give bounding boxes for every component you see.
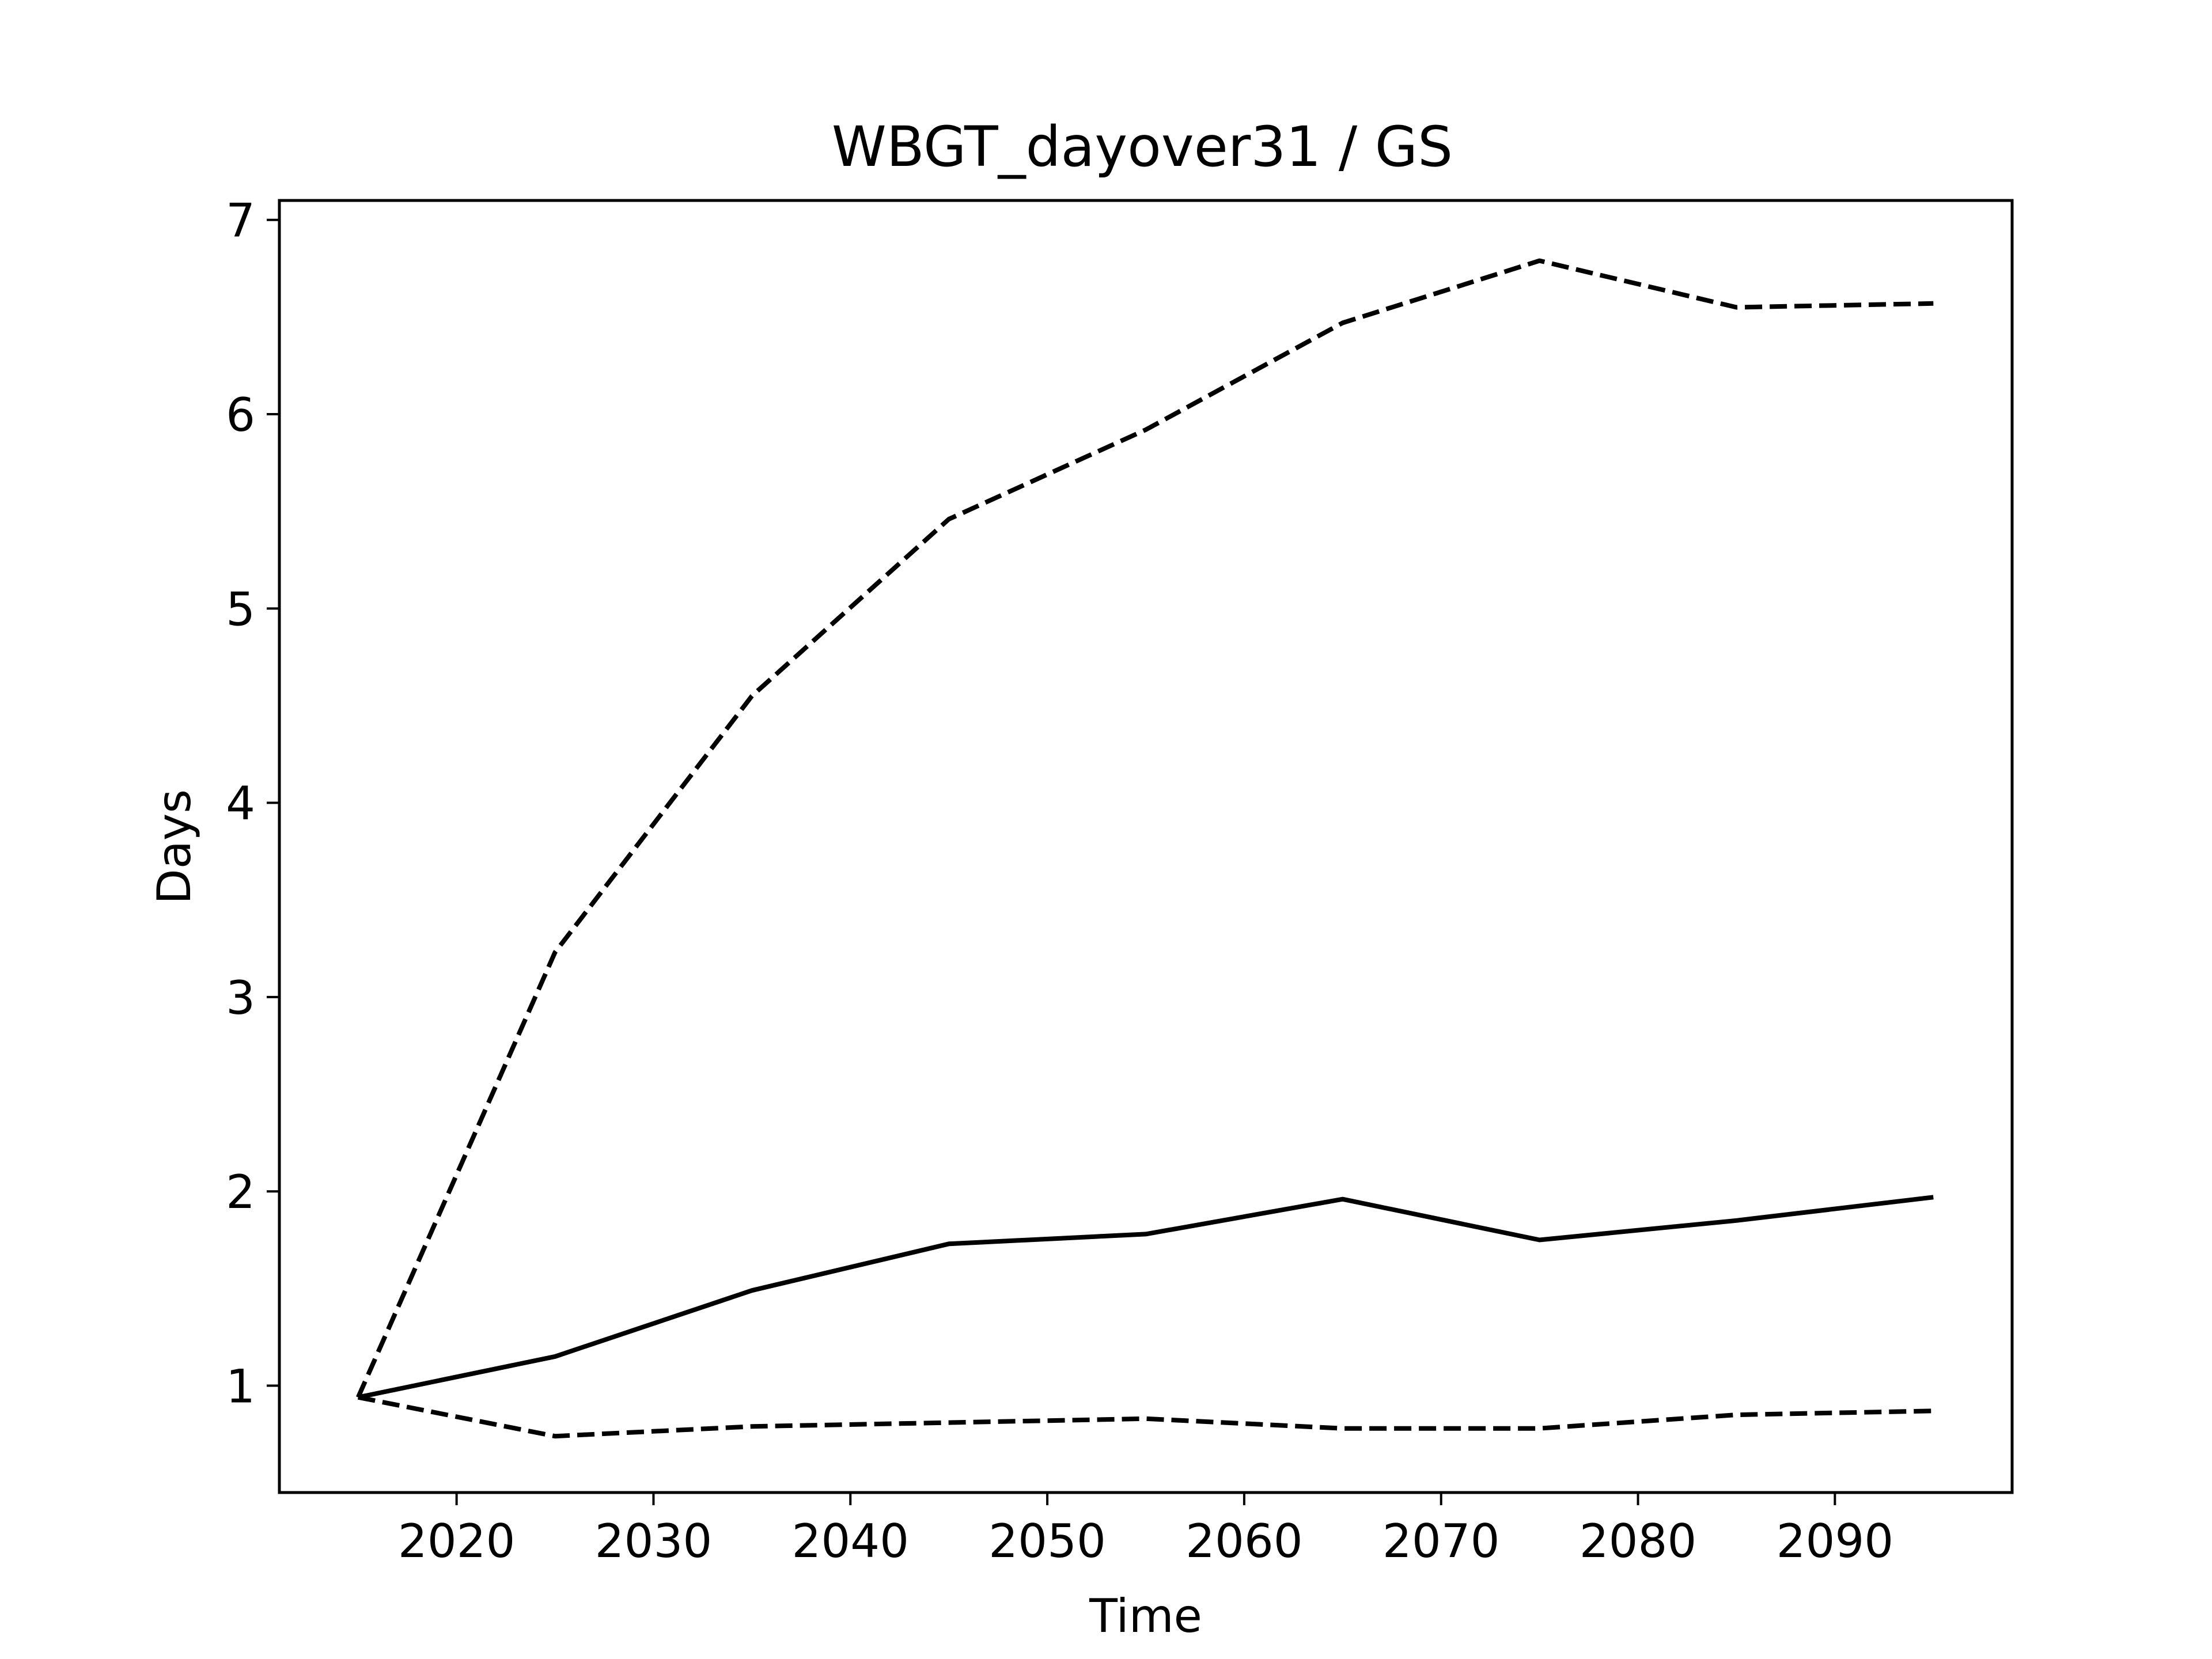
y-tick-label: 4 bbox=[226, 777, 255, 831]
y-tick-label: 6 bbox=[226, 388, 255, 442]
series-line-lower bbox=[357, 1395, 1934, 1439]
y-axis: 1 2 3 4 5 6 7 bbox=[226, 194, 279, 1413]
series-line-median bbox=[357, 1195, 1934, 1400]
x-tick-label: 2020 bbox=[398, 1514, 516, 1568]
chart-title: WBGT_dayover31 / GS bbox=[832, 115, 1453, 179]
series-layer bbox=[356, 258, 1934, 1439]
x-axis: 2020 2030 2040 2050 2060 2070 2080 2090 bbox=[398, 1493, 1893, 1568]
y-tick-label: 3 bbox=[226, 971, 255, 1025]
y-tick-label: 7 bbox=[226, 194, 255, 248]
x-tick-label: 2080 bbox=[1580, 1514, 1697, 1568]
plot-frame bbox=[278, 199, 2014, 1494]
x-tick-label: 2060 bbox=[1185, 1514, 1303, 1568]
x-tick-label: 2070 bbox=[1382, 1514, 1500, 1568]
y-tick-label: 1 bbox=[226, 1359, 255, 1413]
x-tick-label: 2030 bbox=[595, 1514, 713, 1568]
y-axis-label: Days bbox=[147, 789, 201, 904]
x-tick-label: 2050 bbox=[988, 1514, 1106, 1568]
x-axis-label: Time bbox=[1089, 1589, 1202, 1643]
y-tick-label: 5 bbox=[226, 582, 255, 636]
y-tick-label: 2 bbox=[226, 1165, 255, 1219]
x-tick-label: 2040 bbox=[791, 1514, 909, 1568]
x-tick-label: 2090 bbox=[1777, 1514, 1894, 1568]
series-line-upper bbox=[356, 258, 1934, 1399]
